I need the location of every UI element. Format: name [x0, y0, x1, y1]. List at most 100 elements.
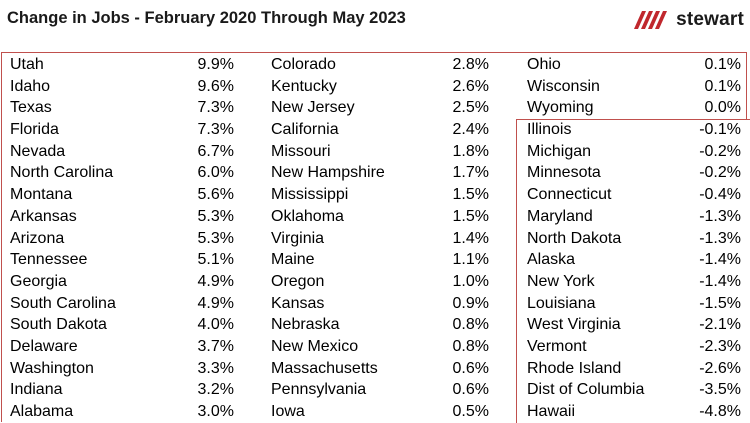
table-row: Delaware 3.7% — [10, 336, 234, 358]
state-name: Maryland — [527, 207, 593, 225]
state-value: 2.8% — [452, 56, 489, 73]
table-row: New Jersey 2.5% — [271, 97, 489, 119]
state-name: Wisconsin — [527, 77, 600, 95]
state-name: Dist of Columbia — [527, 381, 645, 399]
state-name: Ohio — [527, 56, 561, 73]
state-value: 0.0% — [704, 99, 741, 117]
state-value: 1.4% — [452, 229, 489, 247]
table-row: Kansas 0.9% — [271, 293, 489, 315]
table-row: Pennsylvania 0.6% — [271, 379, 489, 401]
state-value: 3.0% — [197, 403, 234, 420]
state-name: West Virginia — [527, 316, 621, 334]
table-row: New Mexico 0.8% — [271, 336, 489, 358]
state-name: Connecticut — [527, 186, 612, 204]
state-name: Missouri — [271, 142, 331, 160]
table-row: Arkansas 5.3% — [10, 206, 234, 228]
state-name: Pennsylvania — [271, 381, 367, 399]
table-row: Mississippi 1.5% — [271, 184, 489, 206]
state-value: 0.5% — [452, 403, 489, 420]
state-name: Kentucky — [271, 77, 337, 95]
state-name: New Hampshire — [271, 164, 385, 182]
logo-bar — [655, 11, 668, 29]
table-row: Montana 5.6% — [10, 184, 234, 206]
state-name: Nebraska — [271, 316, 340, 334]
logo-text: stewart — [676, 9, 744, 30]
table-row: Nevada 6.7% — [10, 141, 234, 163]
table-row: Minnesota -0.2% — [527, 162, 741, 184]
state-name: Delaware — [10, 337, 78, 355]
table-row: Georgia 4.9% — [10, 271, 234, 293]
state-value: -1.4% — [699, 251, 741, 269]
state-name: Texas — [10, 99, 52, 117]
state-value: 2.4% — [452, 121, 489, 139]
table-row: Utah 9.9% — [10, 54, 234, 76]
state-value: 0.9% — [452, 294, 489, 312]
state-name: North Carolina — [10, 164, 114, 182]
state-name: Hawaii — [527, 403, 576, 420]
state-value: 3.3% — [197, 359, 234, 377]
state-name: North Dakota — [527, 229, 622, 247]
state-value: 3.7% — [197, 337, 234, 355]
state-value: 1.5% — [452, 207, 489, 225]
page-title: Change in Jobs - February 2020 Through M… — [7, 9, 406, 27]
table-row: Virginia 1.4% — [271, 228, 489, 250]
table-row: Wisconsin 0.1% — [527, 76, 741, 98]
state-value: -2.6% — [699, 359, 741, 377]
state-name: Mississippi — [271, 186, 349, 204]
state-value: 1.0% — [452, 272, 489, 290]
state-value: 2.6% — [452, 77, 489, 95]
state-value: 1.1% — [452, 251, 489, 269]
state-value: -1.3% — [699, 207, 741, 225]
table-row: Maryland -1.3% — [527, 206, 741, 228]
table-row: North Carolina 6.0% — [10, 162, 234, 184]
table-row: Oklahoma 1.5% — [271, 206, 489, 228]
state-value: 3.2% — [197, 381, 234, 399]
header: Change in Jobs - February 2020 Through M… — [0, 0, 750, 40]
logo-bar — [634, 11, 647, 29]
table-row: Washington 3.3% — [10, 358, 234, 380]
table-column-1: Utah 9.9% Idaho 9.6% Texas 7.3% Florida 7.3% Nev… — [10, 54, 234, 423]
table-row: Vermont -2.3% — [527, 336, 741, 358]
state-name: South Dakota — [10, 316, 107, 334]
table-row: Maine 1.1% — [271, 249, 489, 271]
state-name: Utah — [10, 56, 44, 73]
state-value: 6.0% — [197, 164, 234, 182]
state-name: California — [271, 121, 339, 139]
state-name: Nevada — [10, 142, 66, 160]
state-name: Iowa — [271, 403, 305, 420]
table-row: Rhode Island -2.6% — [527, 358, 741, 380]
state-value: -0.4% — [699, 186, 741, 204]
state-value: 7.3% — [197, 99, 234, 117]
state-name: Georgia — [10, 272, 67, 290]
table-row: Nebraska 0.8% — [271, 314, 489, 336]
state-name: Illinois — [527, 121, 572, 139]
state-name: Louisiana — [527, 294, 596, 312]
state-name: Florida — [10, 121, 59, 139]
state-name: Washington — [10, 359, 94, 377]
state-value: 4.9% — [197, 294, 234, 312]
table-row: Arizona 5.3% — [10, 228, 234, 250]
state-name: New York — [527, 272, 595, 290]
state-name: South Carolina — [10, 294, 116, 312]
state-name: Minnesota — [527, 164, 601, 182]
table-row: Hawaii -4.8% — [527, 401, 741, 423]
state-value: 5.3% — [197, 229, 234, 247]
table-row: Tennessee 5.1% — [10, 249, 234, 271]
state-name: Idaho — [10, 77, 51, 95]
state-name: Alabama — [10, 403, 74, 420]
state-name: Indiana — [10, 381, 63, 399]
state-name: Virginia — [271, 229, 325, 247]
state-value: -0.1% — [699, 121, 741, 139]
state-name: Michigan — [527, 142, 592, 160]
state-name: Rhode Island — [527, 359, 622, 377]
table-row: North Dakota -1.3% — [527, 228, 741, 250]
state-name: Massachusetts — [271, 359, 378, 377]
state-name: New Mexico — [271, 337, 359, 355]
state-name: Oregon — [271, 272, 325, 290]
state-value: 0.1% — [704, 56, 741, 73]
state-name: Kansas — [271, 294, 325, 312]
table-row: Oregon 1.0% — [271, 271, 489, 293]
state-value: 4.9% — [197, 272, 234, 290]
state-name: New Jersey — [271, 99, 355, 117]
state-value: 7.3% — [197, 121, 234, 139]
